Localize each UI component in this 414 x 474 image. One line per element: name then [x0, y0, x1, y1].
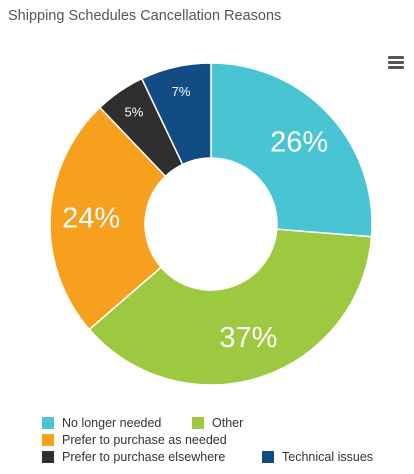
legend-label: Prefer to purchase elsewhere [62, 449, 226, 464]
legend-swatch [42, 450, 54, 463]
data-label-technical-issues: 7% [172, 84, 191, 99]
slice-other[interactable] [88, 228, 373, 386]
legend-swatch [42, 416, 54, 429]
legend-row: Prefer to purchase elsewhere Technical i… [42, 448, 402, 465]
legend-label: Prefer to purchase as needed [62, 432, 227, 447]
legend-item-other[interactable]: Other [192, 416, 243, 430]
data-label-other: 37% [219, 322, 277, 354]
data-label-prefer-to-purchase-elsewhere: 5% [124, 104, 143, 119]
legend-item-technical-issues[interactable]: Technical issues [262, 450, 373, 464]
legend-item-no-longer-needed[interactable]: No longer needed [42, 416, 192, 430]
legend-label: Other [212, 415, 244, 430]
legend-swatch [262, 450, 274, 463]
hamburger-menu-icon [388, 56, 404, 59]
data-label-prefer-to-purchase-as-needed: 24% [62, 202, 120, 234]
legend-row: No longer needed Other [42, 414, 402, 431]
chart-menu-button[interactable] [388, 56, 406, 72]
legend: No longer needed Other Prefer to purchas… [42, 414, 402, 465]
legend-label: No longer needed [62, 415, 162, 430]
slice-technical-issues[interactable] [141, 62, 212, 166]
chart-title: Shipping Schedules Cancellation Reasons [8, 8, 282, 24]
slice-prefer-to-purchase-as-needed[interactable] [49, 106, 167, 331]
data-label-no-longer-needed: 26% [270, 127, 328, 159]
slice-no-longer-needed[interactable] [210, 62, 373, 238]
legend-swatch [192, 416, 204, 429]
legend-item-prefer-to-purchase-elsewhere[interactable]: Prefer to purchase elsewhere [42, 450, 262, 464]
legend-swatch [42, 433, 54, 446]
legend-row: Prefer to purchase as needed [42, 431, 402, 448]
legend-label: Technical issues [282, 449, 374, 464]
legend-item-prefer-to-purchase-as-needed[interactable]: Prefer to purchase as needed [42, 433, 227, 447]
